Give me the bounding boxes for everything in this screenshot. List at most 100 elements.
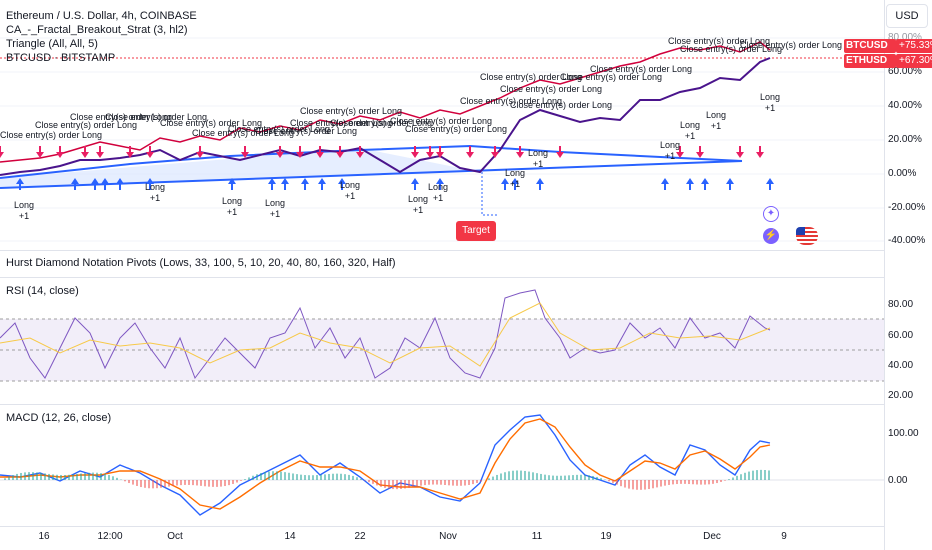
close-entry-label: Close entry(s) order Long <box>405 124 508 134</box>
macd-histogram-bar <box>456 480 458 486</box>
macd-histogram-bar <box>672 480 674 485</box>
time-tick: Nov <box>439 531 457 542</box>
macd-histogram-bar <box>480 480 482 482</box>
macd-histogram-bar <box>396 480 398 490</box>
triangle-pattern <box>0 148 744 188</box>
macd-histogram-bar <box>188 480 190 485</box>
long-entry-arrow <box>338 178 346 190</box>
macd-histogram-bar <box>128 480 130 484</box>
macd-histogram-bar <box>476 480 478 483</box>
main-title[interactable]: Ethereum / U.S. Dollar, 4h, COINBASE <box>6 10 197 22</box>
time-tick: 9 <box>781 531 787 542</box>
macd-histogram-bar <box>652 480 654 489</box>
macd-histogram-bar <box>332 473 334 480</box>
eth-price-tag: ETHUSD+67.30% <box>844 54 932 68</box>
close-entry-label: Close entry(s) order Long <box>290 118 393 128</box>
macd-histogram-bar <box>4 478 6 480</box>
macd-histogram-bar <box>160 480 162 488</box>
price-axis[interactable] <box>884 0 932 550</box>
macd-histogram-bar <box>552 475 554 480</box>
pane-separator[interactable] <box>0 277 884 278</box>
macd-histogram-bar <box>200 480 202 486</box>
close-exit-arrow <box>466 146 474 158</box>
macd-histogram-bar <box>568 475 570 480</box>
axis-tick: 80.00% <box>888 32 922 43</box>
macd-histogram-bar <box>116 477 118 480</box>
macd-legend[interactable]: MACD (12, 26, close) <box>6 412 112 424</box>
close-exit-arrow <box>696 146 704 158</box>
close-entry-label: Close entry(s) order Long <box>460 96 563 106</box>
long-entry-label: Long +1 <box>145 182 166 203</box>
pane-separator[interactable] <box>0 404 884 405</box>
close-exit-arrow <box>126 146 134 158</box>
macd-histogram-bar <box>360 478 362 480</box>
long-entry-arrow <box>511 178 519 190</box>
close-exit-arrow <box>196 146 204 158</box>
pane-separator[interactable] <box>0 250 884 251</box>
macd-histogram-bar <box>760 469 762 480</box>
long-entry-arrow <box>686 178 694 190</box>
long-entry-arrow <box>766 178 774 190</box>
macd-histogram-bar <box>736 475 738 480</box>
macd-histogram-bar <box>24 472 26 480</box>
macd-histogram-bar <box>284 472 286 480</box>
close-exit-arrow <box>36 146 44 158</box>
axis-tick: 0.00% <box>888 168 917 179</box>
rsi-axis-tick: 80.00 <box>888 299 914 310</box>
triangle-legend[interactable]: Triangle (All, All, 5) <box>6 38 98 50</box>
close-exit-arrow <box>556 146 564 158</box>
close-exit-arrow <box>436 146 444 158</box>
rsi-axis-tick: 40.00 <box>888 360 914 371</box>
signal-line <box>0 418 771 510</box>
macd-histogram-bar <box>352 475 354 480</box>
long-entry-label: Long +1 <box>428 182 449 203</box>
macd-histogram-bar <box>580 474 582 480</box>
macd-histogram-bar <box>336 473 338 480</box>
macd-histogram-bar <box>452 480 454 486</box>
axis-tick: 20.00% <box>888 134 922 145</box>
close-entry-label: Close entry(s) order Long <box>70 112 173 122</box>
macd-histogram-bar <box>644 480 646 490</box>
macd-histogram-bar <box>536 473 538 480</box>
macd-histogram-bar <box>724 480 726 481</box>
macd-histogram-bar <box>108 474 110 480</box>
us-flag-icon[interactable] <box>796 227 818 245</box>
close-entry-label: Close entry(s) order Long <box>390 116 493 126</box>
strategy-legend[interactable]: CA_-_Fractal_Breakout_Strat (3, hl2) <box>6 24 188 36</box>
macd-histogram-bar <box>156 480 158 489</box>
macd-histogram-bar <box>280 471 282 480</box>
target-badge[interactable]: Target <box>456 221 496 241</box>
macd-histogram-bar <box>628 480 630 489</box>
rsi-legend[interactable]: RSI (14, close) <box>6 285 79 297</box>
macd-histogram-bar <box>608 480 610 482</box>
compare-legend[interactable]: BTCUSD · BITSTAMP <box>6 52 116 64</box>
macd-histogram-bar <box>256 474 258 480</box>
macd-histogram-bar <box>516 470 518 480</box>
macd-histogram-bar <box>440 480 442 485</box>
currency-button[interactable]: USD <box>886 4 928 28</box>
macd-histogram-bar <box>72 474 74 480</box>
macd-histogram-bar <box>692 480 694 485</box>
hurst-legend[interactable]: Hurst Diamond Notation Pivots (Lows, 33,… <box>6 257 396 269</box>
rsi-pane[interactable] <box>0 278 884 404</box>
time-tick: 11 <box>531 531 543 542</box>
lightning-icon[interactable]: ⚡ <box>763 228 779 244</box>
crosshair-icon[interactable]: ✦ <box>763 206 779 222</box>
macd-histogram-bar <box>244 479 246 480</box>
close-exit-arrow <box>0 146 4 158</box>
macd-histogram-bar <box>148 480 150 489</box>
macd-histogram-bar <box>328 474 330 480</box>
macd-histogram-bar <box>556 475 558 480</box>
macd-pane[interactable] <box>0 405 884 525</box>
rsi-line <box>0 289 771 380</box>
long-entry-arrow <box>101 178 109 190</box>
trade-markers <box>0 146 774 190</box>
macd-histogram-bar <box>40 472 42 480</box>
macd-histogram-bar <box>132 480 134 485</box>
long-entry-label: Long +1 <box>528 148 549 169</box>
macd-histogram-bar <box>84 473 86 480</box>
macd-histogram-bar <box>68 474 70 480</box>
close-entry-label: Close entry(s) order Long <box>160 118 263 128</box>
macd-histogram-bar <box>252 475 254 480</box>
macd-histogram-bar <box>260 473 262 480</box>
